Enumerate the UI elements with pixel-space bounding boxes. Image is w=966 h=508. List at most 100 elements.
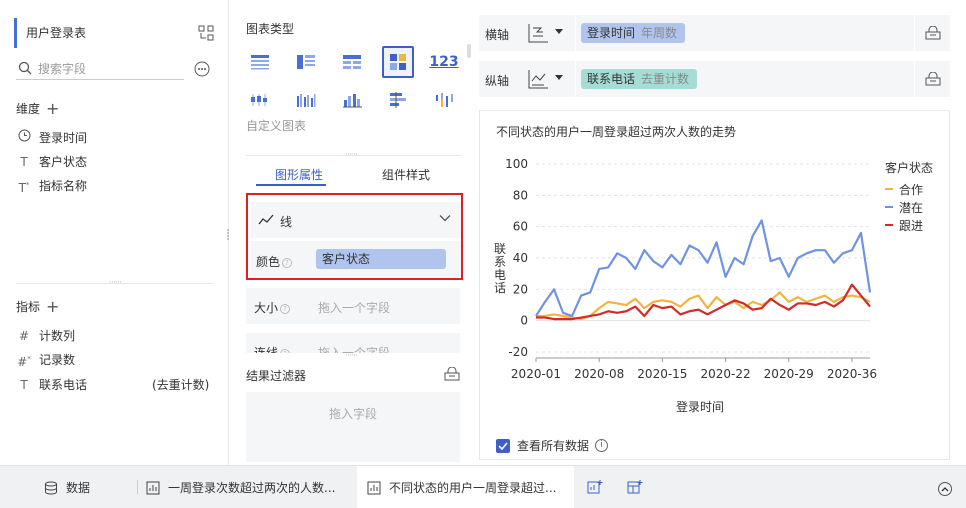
resize-handle[interactable]: ⋯⋯ <box>109 278 122 286</box>
legend-swatch <box>885 188 893 190</box>
property-tabs: 图形属性 组件样式 <box>246 155 462 189</box>
table-selector[interactable]: 用户登录表 <box>14 18 214 48</box>
help-icon[interactable]: ? <box>280 348 291 353</box>
resize-handle[interactable]: ⋯⋯ <box>345 351 358 359</box>
highlighted-property-group: 线 颜色? 客户状态 <box>246 193 463 280</box>
tab-label: 数据 <box>66 481 91 495</box>
resize-handle[interactable]: ⋯⋯ <box>345 150 358 158</box>
x-axis-row: 横轴 登录时间 年周数 <box>479 15 950 51</box>
x-tick-label: 2020-36 <box>827 367 877 381</box>
mark-type-label: 线 <box>280 215 293 229</box>
collapse-icon[interactable] <box>938 482 952 496</box>
box-plot-icon[interactable] <box>246 86 274 114</box>
legend-item[interactable]: 合作 <box>885 180 933 198</box>
help-icon[interactable]: ? <box>282 257 293 268</box>
measure-label: 计数列 <box>39 329 76 343</box>
custom-chart-label: 自定义图表 <box>246 119 307 133</box>
search-input[interactable] <box>38 59 178 79</box>
table-chart-icon[interactable] <box>246 48 274 76</box>
y-tick-label: 80 <box>513 188 528 202</box>
field-panel: 用户登录表 维度 + 登录时间 T 客户状态 T* 指标名称 ⋯⋯ <box>0 0 229 465</box>
help-icon[interactable]: ? <box>280 303 291 314</box>
series-line[interactable] <box>535 219 872 318</box>
add-dashboard-icon[interactable] <box>627 479 643 495</box>
switch-table-icon[interactable] <box>198 25 214 41</box>
axis-line-icon[interactable] <box>527 69 549 89</box>
add-measure-icon[interactable]: + <box>46 296 60 316</box>
panel-resize-handle[interactable] <box>226 228 232 242</box>
measure-field[interactable]: T 联系电话 (去重计数) <box>16 375 216 395</box>
legend-label: 潜在 <box>899 200 924 215</box>
tab-label: 一周登录次数超过两次的人数... <box>168 481 336 495</box>
series-line[interactable] <box>536 283 871 321</box>
y-tick-label: -20 <box>508 345 528 359</box>
size-drop-zone[interactable]: 拖入一个字段 <box>318 301 391 315</box>
caret-down-icon[interactable] <box>555 75 563 81</box>
mark-type-select[interactable]: 线 <box>250 202 461 238</box>
y-axis-drop-zone[interactable]: 联系电话 去重计数 <box>575 61 913 97</box>
legend-item[interactable]: 潜在 <box>885 198 933 216</box>
y-axis-row: 纵轴 联系电话 去重计数 <box>479 61 950 97</box>
filter-drop-zone[interactable]: 拖入字段 <box>246 392 460 462</box>
view-all-label: 查看所有数据 <box>517 439 590 453</box>
tab-component-style[interactable]: 组件样式 <box>382 168 431 182</box>
size-label: 大小? <box>254 299 291 316</box>
y-axis-field-pill[interactable]: 联系电话 去重计数 <box>581 69 698 89</box>
filter-lock-icon[interactable] <box>444 367 460 381</box>
stacked-column-icon[interactable] <box>430 86 458 114</box>
stacked-bar-icon[interactable] <box>384 86 412 114</box>
x-axis-drop-zone[interactable]: 登录时间 年周数 <box>575 15 913 51</box>
connect-property-row: 连线? 拖入一个字段 <box>246 333 460 353</box>
info-icon[interactable]: i <box>595 439 609 452</box>
dimension-field[interactable]: 登录时间 <box>16 128 87 148</box>
connect-drop-zone[interactable]: 拖入一个字段 <box>318 346 391 353</box>
text-type-icon: T <box>20 378 28 392</box>
add-dimension-icon[interactable]: + <box>46 98 60 118</box>
chevron-down-icon[interactable] <box>439 214 451 222</box>
y-axis-field-sub: 去重计数 <box>641 72 690 86</box>
tab-label: 不同状态的用户一周登录超过... <box>389 481 557 495</box>
cross-table-icon[interactable] <box>292 48 320 76</box>
chart-type-scrollbar[interactable] <box>467 44 471 58</box>
measure-field[interactable]: #* 记录数 <box>16 350 75 370</box>
x-axis-field-pill[interactable]: 登录时间 年周数 <box>581 23 686 43</box>
grouped-bar-icon[interactable] <box>292 86 320 114</box>
y-tick-label: 20 <box>513 282 528 296</box>
size-label-text: 大小 <box>254 301 279 315</box>
field-search <box>16 58 184 80</box>
axis-sort-icon[interactable] <box>527 23 549 43</box>
legend-title: 客户状态 <box>885 161 934 175</box>
line-chart[interactable]: -20 0 20 40 60 80 100 2020-01 2020-08 2020-15 2020… <box>480 111 950 461</box>
dimension-field[interactable]: T* 指标名称 <box>16 176 87 196</box>
chart-area: 横轴 登录时间 年周数 纵轴 联系电话 去重计数 不同状态的用户一周登录超过两次人数… <box>478 0 966 465</box>
size-property-row: 大小? 拖入一个字段 <box>246 288 460 324</box>
dimension-label: 登录时间 <box>39 131 88 145</box>
y-axis-lock-button[interactable] <box>914 61 950 97</box>
dimension-field[interactable]: T 客户状态 <box>16 152 87 172</box>
x-axis-lock-button[interactable] <box>914 15 950 51</box>
number-card-label: 123 <box>429 54 459 70</box>
tab-graphic-properties[interactable]: 图形属性 <box>275 168 324 182</box>
measure-field[interactable]: # 计数列 <box>16 326 75 346</box>
caret-down-icon[interactable] <box>555 29 563 35</box>
tab-separator <box>137 480 138 494</box>
series-line[interactable] <box>536 291 871 321</box>
auto-chart-icon[interactable] <box>382 46 414 78</box>
y-tick-label: 40 <box>513 251 528 265</box>
x-axis-label: 横轴 <box>485 28 510 42</box>
add-component-icon[interactable] <box>587 479 603 495</box>
view-all-checkbox[interactable] <box>496 438 510 453</box>
tab-component-1[interactable]: 一周登录次数超过两次的人数... <box>146 466 352 508</box>
detail-table-icon[interactable] <box>338 48 366 76</box>
bar-chart-icon[interactable] <box>338 86 366 114</box>
number-card-icon[interactable]: 123 <box>429 48 459 76</box>
chart-card: 不同状态的用户一周登录超过两次人数的走势 -20 0 20 40 60 80 100 2020… <box>479 110 950 460</box>
color-field-pill[interactable]: 客户状态 <box>316 249 446 269</box>
x-axis-field: 登录时间 <box>587 26 636 40</box>
filter-placeholder: 拖入字段 <box>328 407 377 421</box>
legend-item[interactable]: 跟进 <box>885 216 933 234</box>
active-tab-indicator <box>256 184 326 186</box>
more-options-icon[interactable] <box>194 61 210 77</box>
tab-data[interactable]: 数据 <box>44 466 134 508</box>
tab-component-2[interactable]: 不同状态的用户一周登录超过... <box>357 466 574 508</box>
